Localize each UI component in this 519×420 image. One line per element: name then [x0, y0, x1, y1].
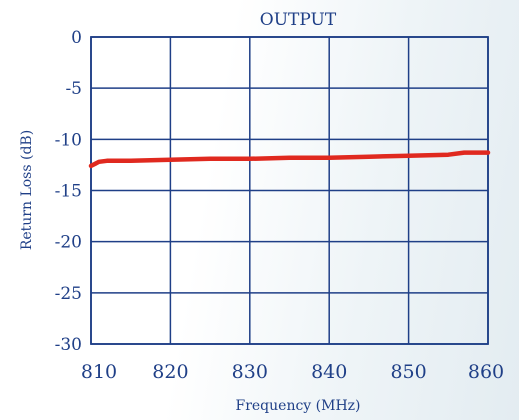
- y-tick-label: -10: [55, 130, 82, 150]
- x-tick-label: 860: [468, 361, 504, 383]
- grid: [90, 36, 489, 345]
- series-group: [88, 150, 491, 169]
- y-tick-label: -5: [65, 79, 82, 99]
- y-tick-label: -30: [55, 335, 82, 355]
- x-tick-label: 850: [390, 361, 426, 383]
- y-tick-label: -15: [55, 182, 82, 202]
- y-axis-title: Return Loss (dB): [19, 130, 35, 250]
- y-tick-label: 0: [71, 28, 82, 48]
- x-axis-title: Frequency (MHz): [235, 398, 360, 414]
- x-tick-label: 840: [311, 361, 347, 383]
- plot-frame: [90, 36, 489, 345]
- x-tick-labels: 810 820 830 840 850 860: [81, 361, 504, 383]
- y-tick-labels: 0 -5 -10 -15 -20 -25 -30: [55, 28, 82, 355]
- x-tick-label: 830: [232, 361, 268, 383]
- series-line-0: [88, 150, 491, 169]
- x-tick-label: 810: [81, 361, 117, 383]
- chart-title: OUTPUT: [260, 10, 337, 30]
- y-tick-label: -25: [55, 284, 82, 304]
- x-tick-label: 820: [152, 361, 188, 383]
- y-tick-label: -20: [55, 233, 82, 253]
